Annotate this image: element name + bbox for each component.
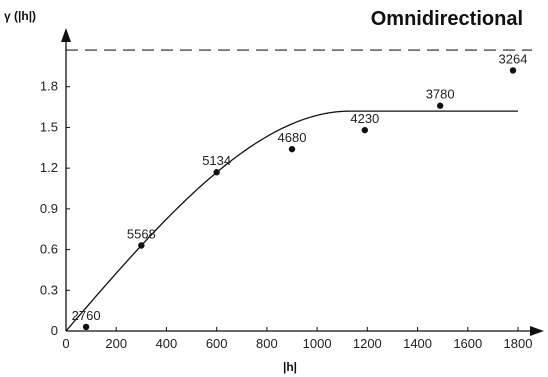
data-point <box>288 145 296 153</box>
y-tick-label: 0.6 <box>40 242 58 257</box>
x-tick-label: 600 <box>206 336 228 351</box>
y-tick-label: 1.2 <box>40 160 58 175</box>
y-tick-label: 0.9 <box>40 201 58 216</box>
x-tick-label: 1000 <box>303 336 332 351</box>
x-tick-label: 1800 <box>504 336 533 351</box>
data-point <box>509 67 517 74</box>
x-axis-label: |h| <box>283 360 297 374</box>
point-count-label: 3780 <box>426 87 455 102</box>
y-axis-arrow <box>61 28 71 42</box>
x-tick-label: 1400 <box>403 336 432 351</box>
x-axis-arrow <box>530 326 544 336</box>
y-axis-label: γ (|h|) <box>4 9 36 23</box>
x-tick-label: 200 <box>105 336 127 351</box>
y-tick-label: 1.5 <box>40 119 58 134</box>
y-tick-label: 0 <box>51 323 58 338</box>
x-tick-label: 1200 <box>353 336 382 351</box>
point-count-label: 5134 <box>202 153 231 168</box>
point-count-label: 4230 <box>350 111 379 126</box>
x-tick-label: 0 <box>62 336 69 351</box>
y-tick-label: 0.3 <box>40 282 58 297</box>
data-point <box>213 169 220 176</box>
y-ticks: 0 0.3 0.6 0.9 1.2 1.5 1.8 <box>40 79 70 338</box>
x-tick-label: 400 <box>156 336 178 351</box>
point-count-label: 4680 <box>278 130 307 145</box>
point-count-label: 2760 <box>72 308 101 323</box>
data-point <box>361 126 369 134</box>
data-point <box>82 323 90 331</box>
x-axis <box>66 326 544 336</box>
point-count-label: 3264 <box>499 51 528 66</box>
data-point <box>138 242 145 249</box>
chart-title: Omnidirectional <box>371 8 523 30</box>
data-point <box>436 102 444 109</box>
x-ticks: 0 200 400 600 800 1000 1200 1400 1600 1800 <box>62 327 532 351</box>
data-points-group: 2760 5568 5134 4680 4230 3780 3264 <box>72 51 528 331</box>
point-count-label: 5568 <box>127 227 156 242</box>
y-axis <box>61 28 71 331</box>
y-tick-label: 1.8 <box>40 79 58 94</box>
x-tick-label: 1600 <box>453 336 482 351</box>
x-tick-label: 800 <box>256 336 278 351</box>
